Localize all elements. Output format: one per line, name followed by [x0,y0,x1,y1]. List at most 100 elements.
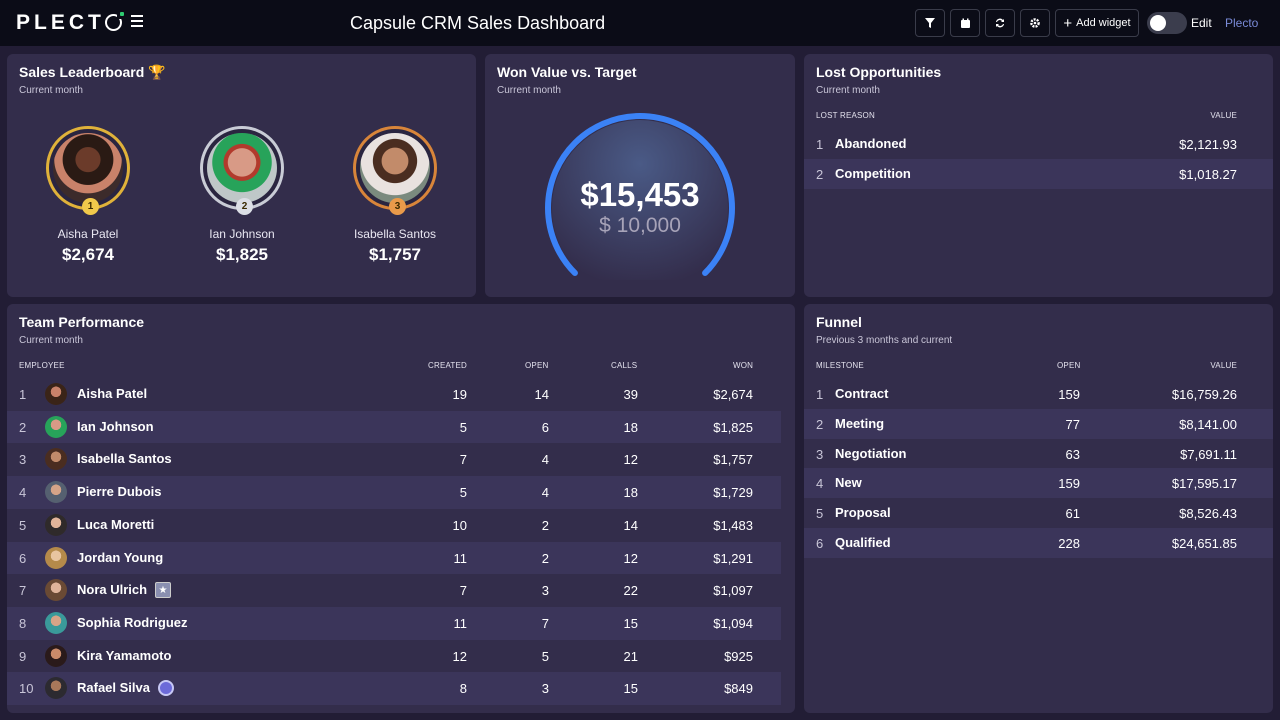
table-row[interactable]: 2 Competition $1,018.27 [804,159,1273,189]
podium-second[interactable]: 2 Ian Johnson $1,825 [182,126,302,265]
calls-count: 39 [623,387,638,402]
row-number: 5 [19,517,27,533]
table-row[interactable]: 7 Nora Ulrich 7 3 22 $1,097 ★ [7,574,781,607]
edit-toggle[interactable] [1147,12,1187,34]
open-count: 4 [541,485,549,501]
row-number: 1 [19,387,27,402]
calls-count: 18 [623,419,638,435]
table-row[interactable]: 3 Negotiation 63 $7,691.11 [804,439,1273,469]
edit-label: Edit [1191,16,1212,30]
open-count: 228 [1058,536,1080,551]
filter-button[interactable] [915,9,945,37]
calls-count: 22 [623,583,638,599]
table-row[interactable]: 9 Kira Yamamoto 12 5 21 $925 [7,640,781,673]
table-row[interactable]: 1 Aisha Patel 19 14 39 $2,674 [7,378,781,411]
open-count: 159 [1058,387,1080,402]
lost-reason: Competition [835,166,911,181]
milestone-name: Meeting [835,415,885,431]
row-number: 2 [816,416,824,432]
milestone-name: Contract [835,386,889,401]
round-badge-icon[interactable] [158,680,174,697]
employee-name: Kira Yamamoto [77,647,172,663]
column-header-open: OPEN [1057,361,1081,370]
open-count: 7 [541,615,549,631]
calendar-button[interactable] [950,9,980,37]
row-number: 4 [19,485,27,501]
calls-count: 18 [623,485,638,501]
filter-icon [925,18,935,28]
settings-button[interactable] [1020,9,1050,37]
funnel-value: $16,759.26 [1171,387,1237,402]
gear-icon [1030,18,1040,28]
row-number: 3 [19,452,27,468]
table-row[interactable]: 3 Isabella Santos 7 4 12 $1,757 [7,443,781,476]
table-row[interactable]: 4 Pierre Dubois 5 4 18 $1,729 [7,476,781,509]
table-row[interactable]: 6 Qualified 228 $24,651.85 [804,528,1273,558]
table-row[interactable]: 1 Contract 159 $16,759.26 [804,379,1273,409]
table-row[interactable]: 5 Luca Moretti 10 2 14 $1,483 [7,509,781,542]
podium-third[interactable]: 3 Isabella Santos $1,757 [335,126,455,265]
calls-count: 21 [623,648,638,664]
row-number: 5 [816,506,824,522]
avatar [45,481,67,504]
gauge-target: $ 10,000 [599,214,681,237]
avatar [45,546,67,569]
card-subtitle: Current month [816,85,880,96]
row-number: 2 [816,167,824,182]
column-header-value: VALUE [1210,361,1237,370]
won-value: $2,674 [713,387,753,402]
menu-icon[interactable] [131,15,143,27]
created-count: 11 [453,615,468,631]
row-number: 6 [816,536,824,551]
open-count: 61 [1065,506,1080,522]
lost-opportunities-card: Lost Opportunities Current month LOST RE… [804,54,1273,297]
column-header-reason: LOST REASON [816,111,875,120]
table-row[interactable]: 4 New 159 $17,595.17 [804,468,1273,499]
table-row[interactable]: 2 Ian Johnson 5 6 18 $1,825 [7,410,781,444]
table-row[interactable]: 6 Jordan Young 11 2 12 $1,291 [7,541,781,575]
podium-first[interactable]: 1 Aisha Patel $2,674 [28,126,148,265]
lost-value: $2,121.93 [1179,137,1237,152]
leader-value: $2,674 [62,245,114,264]
calls-count: 15 [623,681,638,697]
avatar [45,415,67,438]
employee-name: Rafael Silva [77,680,150,696]
open-count: 77 [1065,416,1080,432]
star-badge-icon[interactable]: ★ [155,582,171,599]
employee-name: Sophia Rodriguez [77,614,188,630]
funnel-value: $7,691.11 [1180,446,1237,462]
row-number: 3 [816,446,824,462]
refresh-icon [996,18,1004,28]
table-row[interactable]: 5 Proposal 61 $8,526.43 [804,498,1273,528]
gauge-background [552,120,728,280]
add-widget-label: Add widget [1076,17,1131,29]
won-value: $1,729 [713,485,753,501]
column-header-calls: CALLS [611,361,638,370]
milestone-name: Qualified [835,535,891,550]
table-row[interactable]: 1 Abandoned $2,121.93 [804,129,1273,159]
team-performance-card: Team Performance Current month EMPLOYEE … [7,304,795,713]
plecto-link[interactable]: Plecto [1225,16,1259,30]
add-widget-button[interactable]: + Add widget [1055,9,1139,37]
lost-reason: Abandoned [835,136,907,151]
employee-name: Ian Johnson [77,418,154,434]
milestone-name: Negotiation [835,445,907,461]
won-value: $1,094 [713,615,753,631]
card-subtitle: Current month [19,85,83,96]
employee-name: Pierre Dubois [77,484,162,500]
avatar [45,579,67,602]
row-number: 1 [816,137,824,152]
employee-name: Nora Ulrich [77,582,148,598]
plecto-logo[interactable]: PLECT [16,11,124,35]
row-number: 4 [816,476,824,492]
card-title: Sales Leaderboard 🏆 [19,64,166,80]
table-row[interactable]: 2 Meeting 77 $8,141.00 [804,408,1273,439]
leader-value: $1,757 [369,245,421,264]
created-count: 12 [452,648,467,664]
table-row[interactable]: 10 Rafael Silva 8 3 15 $849 [7,672,781,705]
created-count: 5 [459,485,467,501]
refresh-button[interactable] [985,9,1015,37]
open-count: 5 [541,648,549,664]
calls-count: 12 [623,452,638,468]
table-row[interactable]: 8 Sophia Rodriguez 11 7 15 $1,094 [7,606,781,640]
